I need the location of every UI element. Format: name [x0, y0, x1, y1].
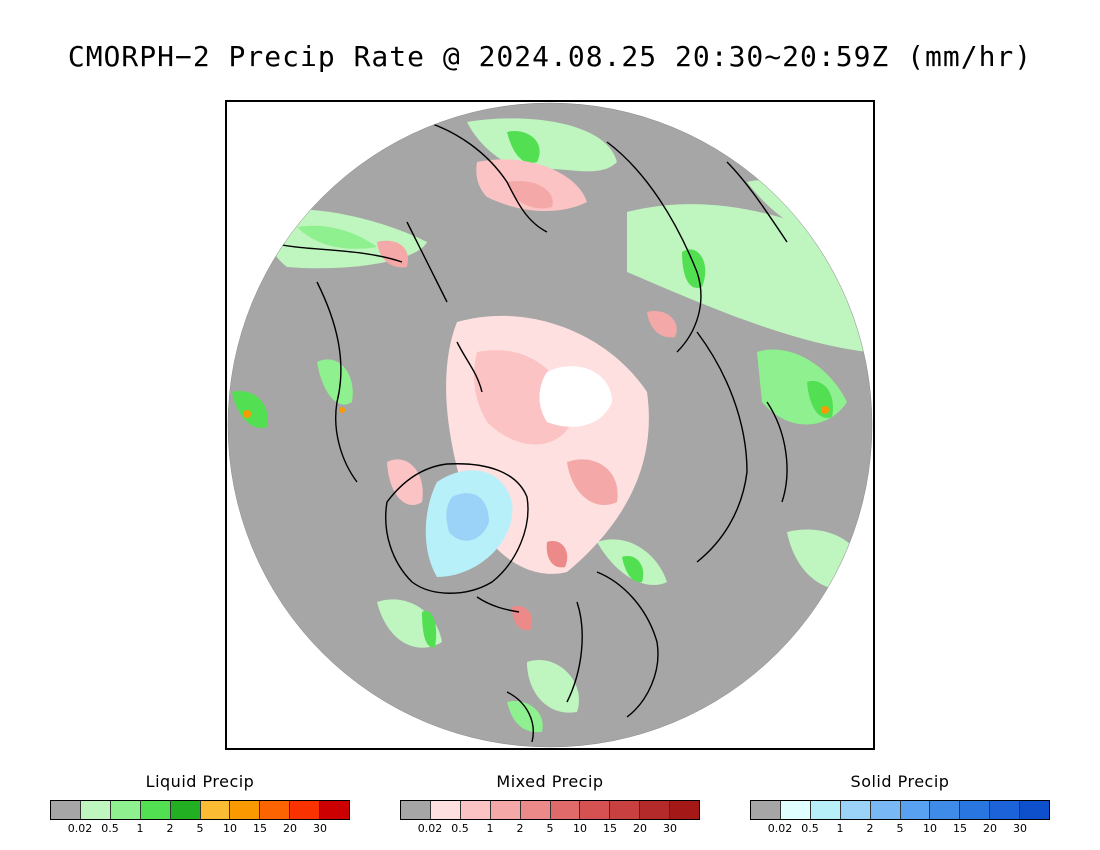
legend-tick-label: 0.5: [451, 822, 469, 835]
chart-title: CMORPH−2 Precip Rate @ 2024.08.25 20:30~…: [67, 40, 1033, 73]
legend-labels: 0.02 0.5 1 2 5 10 15 20 30: [400, 822, 700, 836]
legend-swatch: [840, 801, 871, 819]
legend-tick-label: 2: [516, 822, 524, 835]
legend-tick-label: 30: [313, 822, 327, 835]
legend-tick-label: 15: [253, 822, 267, 835]
legend-tick-label: 20: [633, 822, 647, 835]
legend-swatch: [520, 801, 551, 819]
legend-swatch: [460, 801, 491, 819]
legend-tick-label: 10: [223, 822, 237, 835]
legend-tick-label: 1: [836, 822, 844, 835]
legend-swatch: [580, 801, 611, 819]
legend-swatch: [490, 801, 521, 819]
legend-swatch: [780, 801, 811, 819]
legend-tick-label: 1: [136, 822, 144, 835]
legend-tick-label: 0.02: [417, 822, 443, 835]
legend-liquid: Liquid Precip 0.02 0.5 1 2 5 10 15 20 30: [50, 772, 350, 836]
legend-swatch: [140, 801, 171, 819]
globe-edge: [227, 102, 873, 748]
legend-swatch: [290, 801, 321, 819]
legend-tick-label: 0.02: [767, 822, 793, 835]
legend-mixed: Mixed Precip 0.02 0.5 1 2 5 10 15 20 30: [400, 772, 700, 836]
legend-swatch: [1020, 801, 1050, 819]
legend-swatch: [670, 801, 700, 819]
legend-tick-label: 10: [923, 822, 937, 835]
legend-swatch: [810, 801, 841, 819]
legend-tick-label: 0.02: [67, 822, 93, 835]
legend-swatch: [990, 801, 1021, 819]
legend-tick-label: 30: [1013, 822, 1027, 835]
legend-swatch: [930, 801, 961, 819]
legend-swatch: [230, 801, 261, 819]
coastlines: [266, 121, 788, 743]
legend-swatch: [320, 801, 350, 819]
legend-tick-label: 1: [486, 822, 494, 835]
legend-colorbar: [50, 800, 350, 820]
legend-labels: 0.02 0.5 1 2 5 10 15 20 30: [50, 822, 350, 836]
legend-tick-label: 2: [866, 822, 874, 835]
legend-colorbar: [750, 800, 1050, 820]
legend-swatch: [401, 801, 431, 819]
legend-title: Mixed Precip: [496, 772, 604, 791]
legend-labels: 0.02 0.5 1 2 5 10 15 20 30: [750, 822, 1050, 836]
legend-tick-label: 0.5: [801, 822, 819, 835]
legend-swatch: [751, 801, 781, 819]
legend-swatch: [430, 801, 461, 819]
legend-tick-label: 2: [166, 822, 174, 835]
legend-tick-label: 0.5: [101, 822, 119, 835]
legend-tick-label: 30: [663, 822, 677, 835]
legend-title: Liquid Precip: [145, 772, 255, 791]
legend-swatch: [80, 801, 111, 819]
legend-swatch: [170, 801, 201, 819]
solid-precip-areas: [425, 470, 513, 577]
legend-swatch: [960, 801, 991, 819]
no-data-region: [539, 366, 612, 427]
legend-swatch: [870, 801, 901, 819]
legend-swatch: [260, 801, 291, 819]
legend-tick-label: 5: [546, 822, 554, 835]
legend-swatch: [640, 801, 671, 819]
legend-colorbar: [400, 800, 700, 820]
polar-precip-map: [225, 100, 875, 750]
legend-solid: Solid Precip 0.02 0.5 1 2 5 10 15 20 30: [750, 772, 1050, 836]
legend-title: Solid Precip: [850, 772, 950, 791]
legend-swatch: [200, 801, 231, 819]
legend-tick-label: 10: [573, 822, 587, 835]
legend-tick-label: 15: [603, 822, 617, 835]
map-canvas: [227, 102, 873, 748]
legend-swatch: [110, 801, 141, 819]
legend-tick-label: 5: [196, 822, 204, 835]
legend-tick-label: 20: [983, 822, 997, 835]
legend-swatch: [550, 801, 581, 819]
legend-tick-label: 15: [953, 822, 967, 835]
legend-tick-label: 5: [896, 822, 904, 835]
legend-tick-label: 20: [283, 822, 297, 835]
legend-swatch: [900, 801, 931, 819]
legend-swatch: [51, 801, 81, 819]
legend-swatch: [610, 801, 641, 819]
